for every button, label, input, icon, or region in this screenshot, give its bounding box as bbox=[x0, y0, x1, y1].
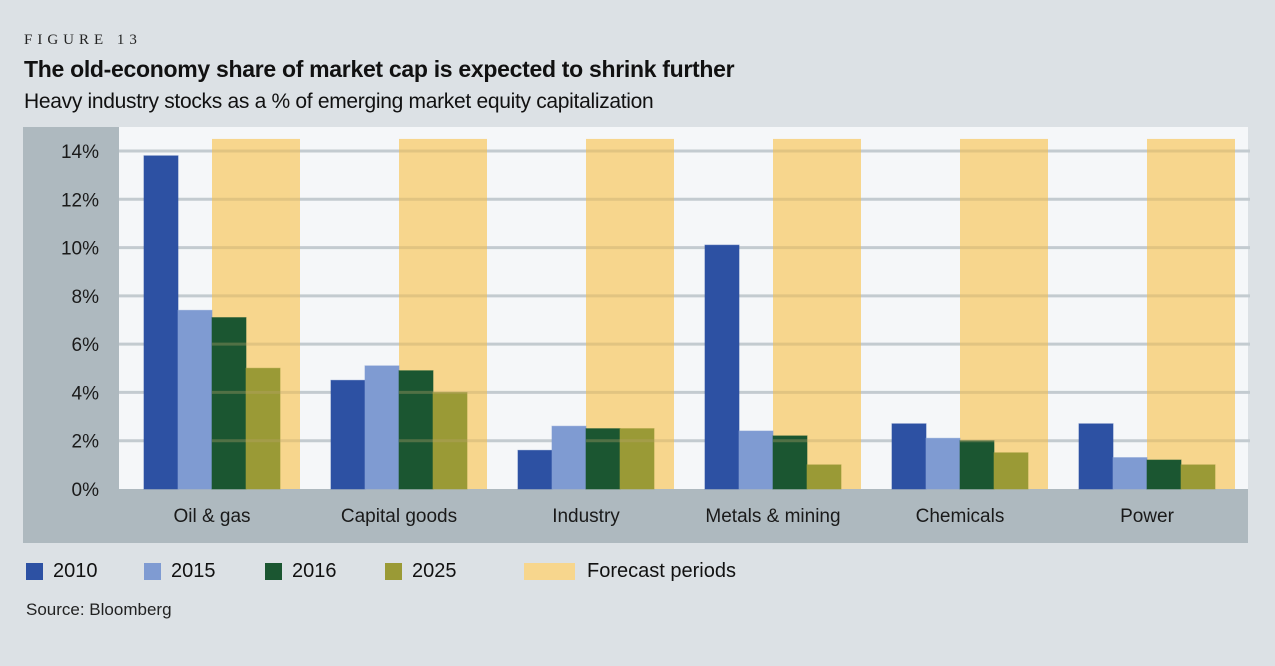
x-category-label: Oil & gas bbox=[173, 506, 250, 527]
y-tick-label: 8% bbox=[72, 287, 100, 308]
gridlines-overlay bbox=[212, 149, 1235, 443]
x-category-label: Chemicals bbox=[916, 506, 1005, 527]
legend-label: 2010 bbox=[53, 560, 98, 582]
x-category-label: Industry bbox=[552, 506, 620, 527]
y-tick-label: 10% bbox=[61, 239, 99, 260]
x-category-labels: Oil & gas Capital goods Industry Metals & m… bbox=[173, 506, 1174, 527]
bar-2010 bbox=[330, 379, 366, 490]
bar-2015 bbox=[364, 365, 400, 490]
y-tick-label: 14% bbox=[61, 142, 99, 163]
x-category-label: Power bbox=[1120, 506, 1175, 527]
bar-2025 bbox=[245, 367, 281, 490]
bar-2016 bbox=[398, 370, 434, 490]
legend-swatch bbox=[385, 563, 402, 580]
bar-2015 bbox=[738, 430, 774, 490]
y-tick-label: 0% bbox=[72, 480, 100, 501]
source-note: Source: Bloomberg bbox=[26, 600, 172, 619]
bar-2025 bbox=[432, 391, 468, 490]
legend-label: Forecast periods bbox=[587, 560, 736, 582]
forecast-band bbox=[960, 138, 1048, 489]
bar-2016 bbox=[959, 440, 995, 490]
bar-2010 bbox=[517, 449, 553, 490]
y-axis-band bbox=[23, 127, 119, 543]
bar-chart: 0% 2% 4% 6% 8% 10% 12% 14% Oil & gas Capital goo… bbox=[23, 127, 1250, 543]
bar-2016 bbox=[1146, 459, 1182, 490]
bar-2025 bbox=[806, 464, 842, 490]
legend-swatch bbox=[265, 563, 282, 580]
x-category-label: Capital goods bbox=[341, 506, 457, 527]
bar-2025 bbox=[993, 452, 1029, 490]
legend: 2010 2015 2016 2025 Forecast periods bbox=[0, 560, 1275, 584]
figure-label: FIGURE 13 bbox=[24, 32, 142, 48]
bar-2010 bbox=[891, 423, 927, 490]
x-category-label: Metals & mining bbox=[705, 506, 840, 527]
forecast-band bbox=[1147, 138, 1235, 489]
legend-label: 2015 bbox=[171, 560, 216, 582]
y-tick-label: 2% bbox=[72, 432, 100, 453]
legend-label: 2016 bbox=[292, 560, 337, 582]
bar-2025 bbox=[619, 428, 655, 490]
legend-label: 2025 bbox=[412, 560, 457, 582]
legend-item-2010: 2010 bbox=[26, 560, 98, 583]
legend-item-2016: 2016 bbox=[265, 560, 337, 583]
y-tick-labels: 0% 2% 4% 6% 8% 10% 12% 14% bbox=[61, 142, 99, 501]
bar-2015 bbox=[177, 309, 213, 490]
legend-item-2025: 2025 bbox=[385, 560, 457, 583]
bars bbox=[143, 155, 1216, 490]
bar-2015 bbox=[925, 437, 961, 490]
y-tick-label: 12% bbox=[61, 190, 99, 211]
bar-2016 bbox=[211, 317, 247, 490]
bar-2025 bbox=[1180, 464, 1216, 490]
legend-swatch bbox=[26, 563, 43, 580]
legend-item-forecast: Forecast periods bbox=[524, 560, 736, 583]
bar-2016 bbox=[772, 435, 808, 490]
bar-2010 bbox=[1078, 423, 1114, 490]
legend-swatch bbox=[524, 563, 575, 580]
legend-item-2015: 2015 bbox=[144, 560, 216, 583]
y-tick-label: 6% bbox=[72, 335, 100, 356]
bar-2010 bbox=[704, 244, 740, 490]
chart-title: The old-economy share of market cap is e… bbox=[24, 56, 735, 82]
bar-2015 bbox=[1112, 457, 1148, 490]
forecast-band bbox=[773, 138, 861, 489]
bar-2010 bbox=[143, 155, 179, 490]
chart-subtitle: Heavy industry stocks as a % of emerging… bbox=[24, 90, 654, 113]
bar-2015 bbox=[551, 425, 587, 490]
x-axis-band bbox=[23, 489, 1248, 543]
y-tick-label: 4% bbox=[72, 383, 100, 404]
bar-2016 bbox=[585, 428, 621, 490]
legend-swatch bbox=[144, 563, 161, 580]
plot-area bbox=[119, 127, 1248, 489]
gridlines bbox=[119, 149, 1250, 443]
